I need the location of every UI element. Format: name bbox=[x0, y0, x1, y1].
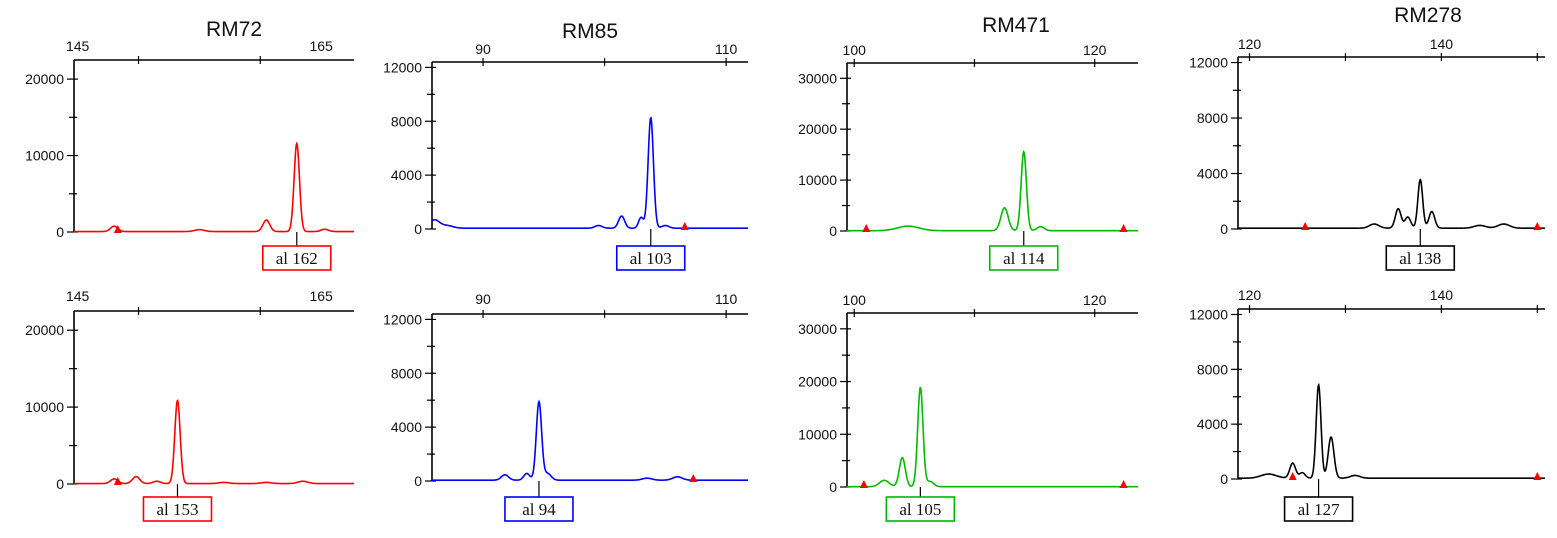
y-tick-label: 0 bbox=[829, 223, 837, 239]
allele-label: al 153 bbox=[156, 500, 198, 519]
allele-label: al 94 bbox=[522, 500, 556, 519]
y-tick-label: 0 bbox=[1220, 471, 1228, 487]
signal-trace bbox=[847, 386, 1138, 488]
chart-rm85: RM85 90 110 0 4000 8000 12000 al 103 90 110 0 4000 8… bbox=[383, 20, 748, 522]
y-tick-label: 4000 bbox=[391, 167, 422, 183]
y-tick-label: 20000 bbox=[25, 322, 64, 338]
size-marker bbox=[1533, 222, 1542, 230]
panel-rm72-2: 145 165 0 10000 20000 al 153 bbox=[25, 288, 354, 522]
size-marker bbox=[113, 225, 122, 233]
allele-label: al 114 bbox=[1003, 249, 1045, 268]
chart-rm278: RM278 120 140 0 4000 8000 12000 al 138 120 140 0 40… bbox=[1189, 4, 1545, 522]
signal-trace bbox=[74, 399, 354, 485]
y-tick-label: 4000 bbox=[1197, 416, 1228, 432]
y-tick-label: 8000 bbox=[1197, 361, 1228, 377]
x-tick-label: 90 bbox=[475, 291, 491, 307]
y-tick-label: 12000 bbox=[383, 59, 422, 75]
panel-rm278-2: 120 140 0 4000 8000 12000 al 127 bbox=[1189, 287, 1545, 522]
chart-title: RM72 bbox=[206, 18, 262, 41]
x-tick-label: 110 bbox=[715, 41, 738, 57]
x-tick-label: 145 bbox=[66, 38, 90, 54]
x-tick-label: 100 bbox=[843, 42, 867, 58]
chart-title: RM471 bbox=[982, 14, 1050, 37]
allele-label: al 127 bbox=[1298, 500, 1341, 519]
signal-trace bbox=[432, 399, 748, 481]
size-marker bbox=[1119, 480, 1128, 488]
y-tick-label: 12000 bbox=[1189, 306, 1228, 322]
allele-label: al 105 bbox=[899, 500, 941, 519]
y-tick-label: 8000 bbox=[391, 365, 422, 381]
y-tick-label: 12000 bbox=[383, 311, 422, 327]
allele-box bbox=[1385, 245, 1456, 271]
chart-rm471: RM471 100 120 0 10000 20000 30000 al 114 100 120 0… bbox=[798, 14, 1138, 522]
size-marker bbox=[680, 222, 689, 230]
panel-rm72-1: 145 165 0 10000 20000 al 162 bbox=[25, 38, 354, 271]
size-marker bbox=[1301, 222, 1310, 230]
panel-rm471-2: 100 120 0 10000 20000 30000 al 105 bbox=[798, 292, 1138, 522]
x-tick-label: 120 bbox=[1238, 287, 1262, 303]
x-tick-label: 120 bbox=[1238, 36, 1262, 52]
y-tick-label: 10000 bbox=[798, 172, 837, 188]
x-tick-label: 165 bbox=[309, 38, 333, 54]
y-tick-label: 8000 bbox=[391, 113, 422, 129]
x-tick-label: 120 bbox=[1083, 292, 1107, 308]
allele-box bbox=[261, 245, 332, 271]
y-tick-label: 20000 bbox=[798, 374, 837, 390]
allele-box bbox=[615, 245, 686, 271]
y-tick-label: 4000 bbox=[391, 419, 422, 435]
y-tick-label: 10000 bbox=[25, 399, 64, 415]
allele-box bbox=[885, 496, 956, 522]
y-tick-label: 4000 bbox=[1197, 166, 1228, 182]
y-tick-label: 8000 bbox=[1197, 110, 1228, 126]
allele-label: al 138 bbox=[1399, 249, 1441, 268]
panel-rm278-1: 120 140 0 4000 8000 12000 al 138 bbox=[1189, 36, 1545, 271]
signal-trace bbox=[431, 116, 748, 229]
y-tick-label: 20000 bbox=[798, 121, 837, 137]
y-tick-label: 0 bbox=[1220, 221, 1228, 237]
x-tick-label: 145 bbox=[66, 288, 90, 304]
chart-title: RM85 bbox=[562, 20, 618, 43]
x-tick-label: 100 bbox=[843, 292, 867, 308]
allele-label: al 103 bbox=[630, 249, 672, 268]
allele-box bbox=[988, 245, 1059, 271]
y-tick-label: 10000 bbox=[25, 148, 64, 164]
y-tick-label: 0 bbox=[56, 224, 64, 240]
y-tick-label: 0 bbox=[414, 473, 422, 489]
size-marker bbox=[689, 474, 698, 482]
y-tick-label: 30000 bbox=[798, 70, 837, 86]
x-tick-label: 140 bbox=[1430, 36, 1454, 52]
y-tick-label: 12000 bbox=[1189, 55, 1228, 71]
size-marker bbox=[859, 480, 868, 488]
panel-rm85-2: 90 110 0 4000 8000 12000 al 94 bbox=[383, 291, 748, 522]
size-marker bbox=[1533, 472, 1542, 480]
y-tick-label: 30000 bbox=[798, 321, 837, 337]
x-tick-label: 120 bbox=[1083, 42, 1107, 58]
allele-box bbox=[1283, 496, 1354, 522]
x-tick-label: 140 bbox=[1430, 287, 1454, 303]
allele-label: al 162 bbox=[276, 249, 318, 268]
y-tick-label: 0 bbox=[414, 221, 422, 237]
signal-trace bbox=[74, 141, 354, 233]
size-marker bbox=[1288, 472, 1297, 480]
panel-rm85-1: 90 110 0 4000 8000 12000 al 103 bbox=[383, 41, 748, 271]
y-tick-label: 20000 bbox=[25, 71, 64, 87]
y-tick-label: 10000 bbox=[798, 426, 837, 442]
x-tick-label: 165 bbox=[309, 288, 333, 304]
signal-trace bbox=[1238, 382, 1545, 479]
allele-box bbox=[504, 496, 574, 522]
x-tick-label: 110 bbox=[715, 291, 738, 307]
x-tick-label: 90 bbox=[475, 41, 491, 57]
chart-rm72: RM72 145 165 0 10000 20000 al 162 145 165 0 10000 2… bbox=[25, 18, 354, 522]
y-tick-label: 0 bbox=[56, 476, 64, 492]
allele-box bbox=[142, 496, 213, 522]
signal-trace bbox=[847, 150, 1138, 232]
size-marker bbox=[113, 477, 122, 485]
size-marker bbox=[862, 224, 871, 232]
chart-title: RM278 bbox=[1394, 4, 1462, 27]
signal-trace bbox=[1238, 178, 1545, 229]
size-marker bbox=[1119, 224, 1128, 232]
panel-rm471-1: 100 120 0 10000 20000 30000 al 114 bbox=[798, 42, 1138, 271]
y-tick-label: 0 bbox=[829, 479, 837, 495]
